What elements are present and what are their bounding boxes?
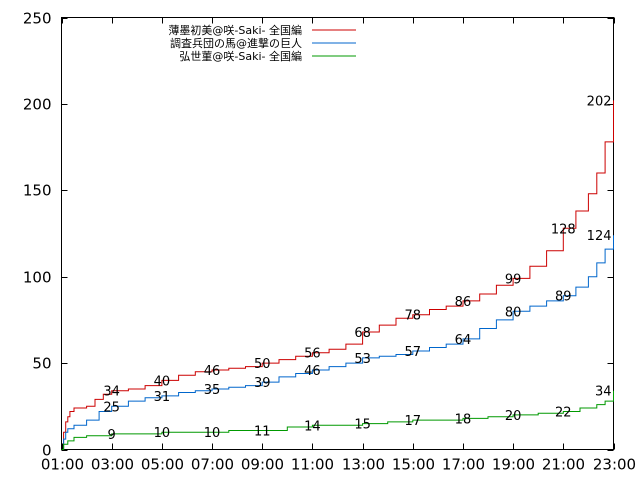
data-label: 53 (354, 352, 371, 367)
data-label: 46 (204, 364, 221, 379)
series-lines (62, 100, 614, 449)
legend-label: 弘世菫@咲-Saki- 全国編 (179, 49, 302, 63)
x-tick-label: 05:00 (141, 456, 184, 474)
data-label: 25 (103, 400, 120, 415)
x-tick-label: 19:00 (492, 456, 535, 474)
x-tick-label: 21:00 (542, 456, 585, 474)
y-tick-label: 100 (23, 269, 52, 287)
data-label: 14 (304, 419, 321, 434)
data-label: 86 (455, 295, 472, 310)
data-label: 78 (404, 309, 421, 324)
data-label: 124 (587, 229, 612, 244)
data-label: 46 (304, 364, 321, 379)
data-label: 11 (254, 424, 271, 439)
x-tick-label: 01:00 (41, 456, 84, 474)
legend-label: 薄墨初美@咲-Saki- 全国編 (168, 23, 302, 37)
y-tick-label: 250 (23, 10, 52, 28)
data-label: 202 (587, 94, 612, 109)
chart-frame (62, 18, 614, 450)
x-tick-label: 15:00 (392, 456, 435, 474)
data-label: 10 (154, 426, 171, 441)
data-label: 50 (254, 357, 271, 372)
series-line-0 (62, 100, 614, 449)
data-label: 34 (103, 385, 120, 400)
data-label: 22 (555, 405, 572, 420)
x-tick-label: 03:00 (91, 456, 134, 474)
data-label: 99 (505, 272, 522, 287)
x-tick-label: 13:00 (342, 456, 385, 474)
data-label: 31 (154, 390, 171, 405)
data-label: 39 (254, 376, 271, 391)
legend-label: 調査兵団の馬@進撃の巨人 (170, 36, 302, 50)
data-label: 35 (204, 383, 221, 398)
y-tick-label: 50 (32, 355, 51, 373)
data-label: 80 (505, 305, 522, 320)
data-label: 56 (304, 347, 321, 362)
x-tick-label: 11:00 (291, 456, 334, 474)
data-label: 68 (354, 326, 371, 341)
data-label: 128 (551, 222, 576, 237)
data-label: 64 (455, 333, 472, 348)
x-tick-label: 23:00 (593, 456, 636, 474)
data-label: 17 (404, 414, 421, 429)
data-label: 18 (455, 412, 472, 427)
y-tick-label: 200 (23, 96, 52, 114)
x-tick-label: 09:00 (241, 456, 284, 474)
legend: 薄墨初美@咲-Saki- 全国編調査兵団の馬@進撃の巨人弘世菫@咲-Saki- … (168, 23, 356, 63)
data-label: 10 (204, 426, 221, 441)
data-label: 34 (595, 385, 612, 400)
series-line-2 (62, 391, 614, 450)
series-line-1 (62, 235, 614, 449)
data-labels: 34 40 46 50 56 68 78 86 99 128 202 25 31 35 39 46 53 57 64… (103, 94, 611, 443)
y-tick-label: 150 (23, 182, 52, 200)
x-tick-label: 17:00 (442, 456, 485, 474)
x-tick-label: 07:00 (191, 456, 234, 474)
data-label: 40 (154, 374, 171, 389)
data-label: 89 (555, 290, 572, 305)
data-label: 57 (404, 345, 421, 360)
data-label: 15 (354, 418, 371, 433)
data-label: 9 (108, 428, 116, 443)
data-label: 20 (505, 409, 522, 424)
